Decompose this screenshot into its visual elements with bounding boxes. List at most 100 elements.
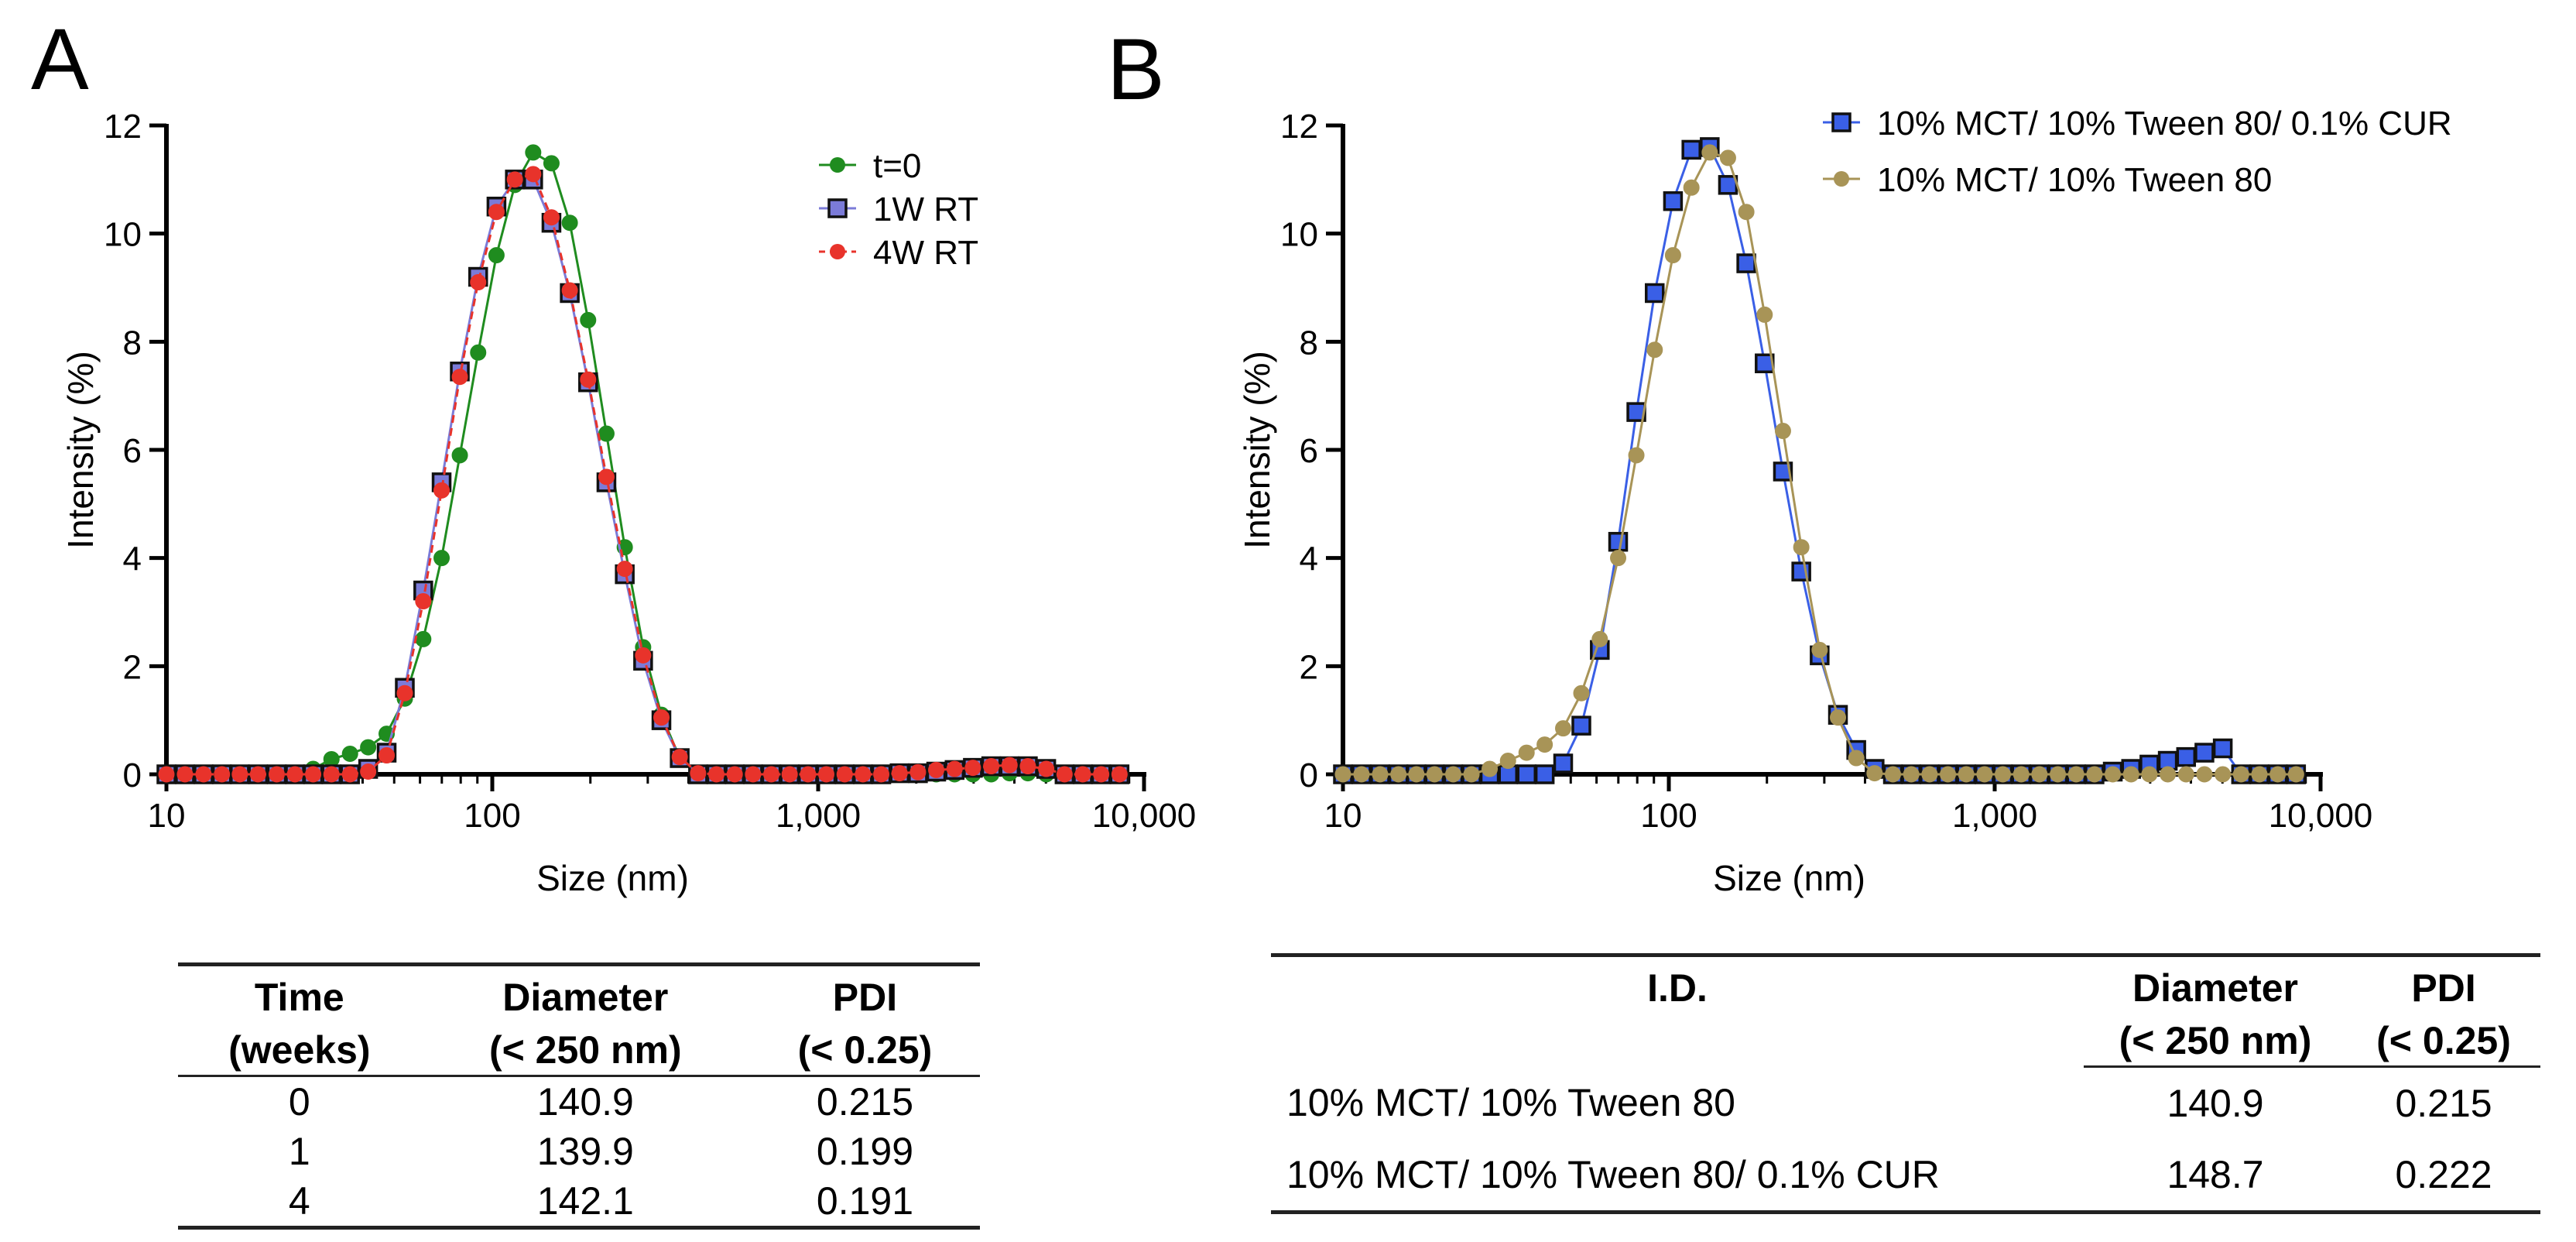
data-point (2141, 766, 2158, 783)
data-point (2196, 766, 2213, 783)
table-row: 1 139.9 0.199 (178, 1127, 980, 1176)
data-point (1019, 758, 1036, 775)
data-point (1848, 750, 1865, 767)
data-point (2215, 766, 2232, 783)
data-point (268, 766, 285, 783)
data-point (1444, 766, 1461, 783)
panel-b-label: B (1107, 21, 1165, 118)
table-cell: 4 (288, 1179, 310, 1223)
table-cell: 10% MCT/ 10% Tween 80/ 0.1% CUR (1286, 1153, 1940, 1196)
table-b: I.D. Diameter PDI (< 250 nm) (< 0.25) 10… (1271, 953, 2540, 1214)
table-row: 10% MCT/ 10% Tween 80 140.9 0.215 (1271, 1067, 2540, 1140)
data-point (616, 561, 633, 578)
legend-marker (830, 157, 845, 173)
x-tick-label: 1,000 (1952, 797, 2037, 835)
data-point (1482, 760, 1499, 777)
chart-b: 0 2 4 6 8 10 12 10 100 1,000 10,000 Size (nm) Intens… (1237, 105, 2452, 898)
x-tick-label: 10,000 (2269, 797, 2373, 835)
series-t-0 (158, 144, 1128, 783)
data-point (1866, 765, 1883, 782)
data-point (1756, 306, 1773, 323)
data-point (598, 425, 615, 442)
y-tick-label: 8 (123, 324, 142, 362)
y-axis-label: Intensity (%) (1237, 351, 1277, 549)
data-point (653, 709, 670, 726)
data-point (488, 204, 505, 221)
data-point (1701, 144, 1718, 161)
table-b-header-id: I.D. (1647, 966, 1708, 1010)
series-4w-rt (158, 166, 1128, 783)
table-cell: 139.9 (536, 1130, 634, 1173)
table-cell: 0.222 (2395, 1153, 2492, 1196)
data-point (817, 766, 834, 783)
legend-marker (1831, 112, 1852, 132)
data-point (2212, 738, 2233, 759)
data-point (2160, 766, 2177, 783)
data-point (2269, 766, 2287, 783)
legend-label: 1W RT (873, 190, 978, 228)
chart-a: 0 2 4 6 8 10 12 10 100 1,000 10,000 Size (nm) Intens… (60, 108, 1196, 898)
x-axis-label: Size (nm) (1713, 858, 1865, 898)
data-point (561, 214, 578, 232)
data-point (1681, 139, 1701, 160)
data-point (1608, 531, 1629, 552)
data-point (158, 766, 175, 783)
data-point (1644, 283, 1665, 304)
data-point (836, 766, 853, 783)
data-point (305, 766, 322, 783)
data-point (2086, 766, 2103, 783)
y-tick-label: 6 (123, 432, 142, 470)
table-a-header-time: Time (254, 976, 344, 1019)
data-point (506, 171, 523, 188)
data-point (1811, 641, 1828, 658)
legend-marker (1834, 171, 1849, 187)
data-point (2251, 766, 2268, 783)
y-tick-label: 6 (1300, 432, 1318, 470)
table-b-header-diameter: Diameter (2132, 966, 2298, 1010)
table-cell: 148.7 (2167, 1153, 2264, 1196)
x-tick-label: 10,000 (1092, 797, 1197, 835)
series-line (1343, 151, 2297, 776)
data-point (451, 369, 468, 386)
table-cell: 0.199 (816, 1130, 914, 1173)
y-tick-label: 0 (123, 757, 142, 794)
data-point (561, 282, 578, 299)
data-point (1736, 253, 1756, 273)
series-10-mct-10-tween-80-0-1-cur (1333, 137, 2307, 784)
data-point (1536, 736, 1553, 753)
data-point (1408, 766, 1425, 783)
data-point (2031, 766, 2048, 783)
data-point (1903, 766, 1920, 783)
data-point (891, 765, 908, 782)
data-point (2232, 766, 2249, 783)
legend-label: 10% MCT/ 10% Tween 80 (1877, 161, 2272, 199)
x-tick-label: 100 (464, 797, 520, 835)
data-point (1610, 550, 1627, 567)
data-point (2194, 743, 2215, 763)
data-point (231, 766, 248, 783)
data-point (1885, 766, 1902, 783)
legend-label: 4W RT (873, 234, 978, 272)
data-point (525, 166, 542, 183)
data-point (525, 144, 542, 161)
data-point (1976, 766, 1993, 783)
data-point (1591, 630, 1608, 647)
data-point (286, 766, 303, 783)
data-point (580, 371, 597, 388)
data-point (690, 765, 707, 782)
data-point (1390, 766, 1407, 783)
data-point (1683, 179, 1700, 196)
data-point (2122, 766, 2139, 783)
data-point (1093, 766, 1110, 783)
data-point (928, 761, 945, 778)
y-tick-label: 4 (123, 540, 142, 578)
y-tick-label: 8 (1300, 324, 1318, 362)
data-point (1334, 766, 1351, 783)
data-point (2050, 766, 2067, 783)
table-cell: 140.9 (536, 1080, 634, 1124)
data-point (2287, 766, 2304, 783)
y-axis-label: Intensity (%) (60, 351, 101, 549)
data-point (1664, 247, 1681, 264)
data-point (543, 155, 560, 172)
